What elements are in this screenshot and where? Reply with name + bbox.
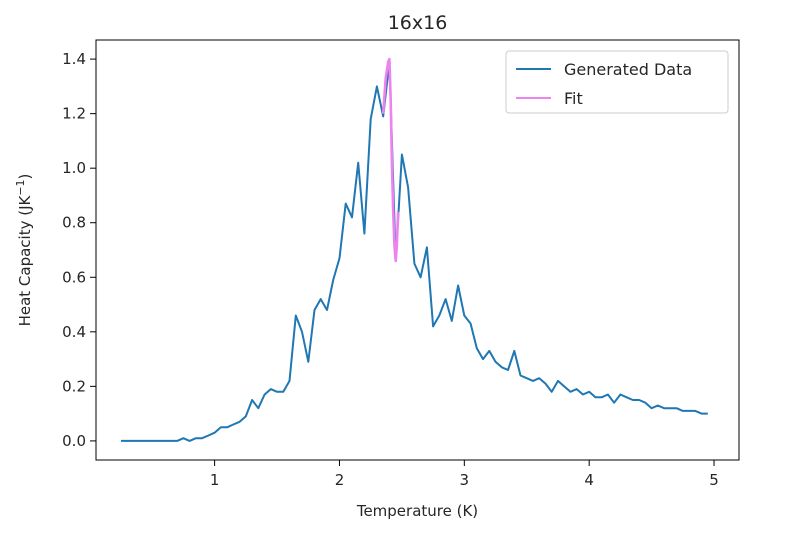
x-tick-label: 3 <box>460 471 470 489</box>
x-axis: 1 2 3 4 5 <box>210 460 719 489</box>
legend-box <box>505 50 729 114</box>
x-tick-label: 1 <box>210 471 220 489</box>
legend-label: Generated Data <box>564 60 692 79</box>
series-line <box>381 57 400 263</box>
series-layer <box>121 57 708 442</box>
y-tick-label: 1.0 <box>62 159 86 177</box>
x-tick-label: 2 <box>335 471 345 489</box>
series-generated-data <box>121 60 708 442</box>
y-tick-label: 0.2 <box>62 377 86 395</box>
plot-area <box>95 39 740 461</box>
y-tick-label: 0.4 <box>62 323 86 341</box>
y-axis: 0.0 0.2 0.4 0.6 0.8 1.0 1.2 1.4 <box>62 50 96 450</box>
y-tick-label: 1.2 <box>62 105 86 123</box>
y-axis-label-superscript: −1 <box>14 179 27 195</box>
x-axis-label: Temperature (K) <box>356 502 478 520</box>
legend-label: Fit <box>564 89 583 108</box>
y-axis-label-main: Heat Capacity (JK <box>16 194 34 326</box>
y-tick-label: 0.8 <box>62 214 86 232</box>
legend: Generated Data Fit <box>505 50 729 114</box>
series-line <box>121 60 708 442</box>
y-tick-label: 1.4 <box>62 50 86 68</box>
chart-title: 16x16 <box>388 12 448 34</box>
y-axis-label-close: ) <box>16 174 34 180</box>
x-tick-label: 5 <box>709 471 719 489</box>
y-tick-label: 0.6 <box>62 268 86 286</box>
axes-frame <box>95 39 740 461</box>
x-tick-label: 4 <box>584 471 594 489</box>
series-fit <box>381 57 400 263</box>
y-tick-label: 0.0 <box>62 432 86 450</box>
y-axis-label: Heat Capacity (JK−1) <box>14 174 34 327</box>
